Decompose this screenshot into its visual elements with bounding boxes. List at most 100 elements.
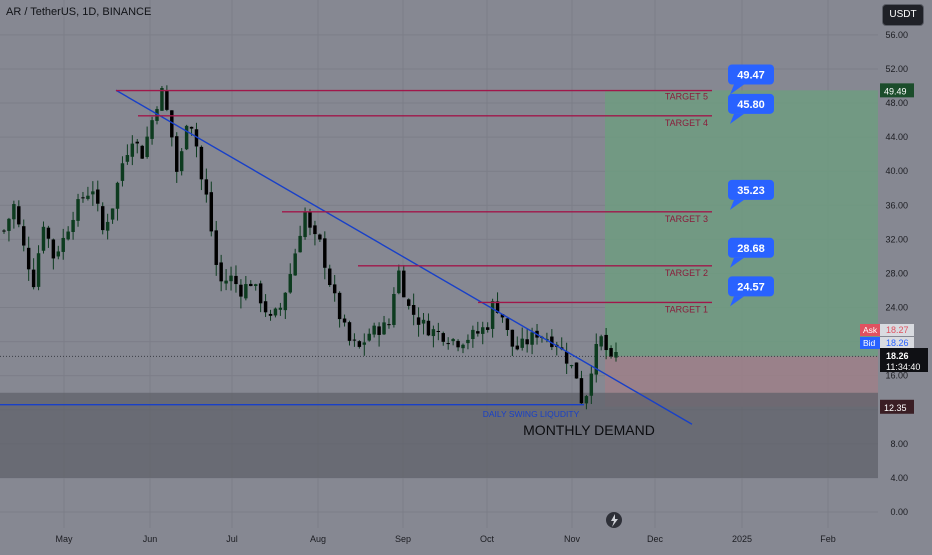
candle-body [253,284,258,286]
candle-body [234,275,238,285]
price-tick-label: 16.00 [885,371,908,381]
candle-body [446,343,450,345]
candle-body [431,329,436,337]
candle-body [283,292,288,311]
last-price-bg [880,348,928,372]
candle-body [594,343,598,375]
candle-body [268,313,273,316]
candle-body [125,155,130,162]
candle-body [22,226,26,246]
candle-body [604,334,608,351]
drawings[interactable] [0,89,712,425]
candle-body [421,319,426,324]
candle-body [273,308,278,316]
candle-body [342,318,347,323]
candle-body [441,333,445,342]
candle-body [347,322,352,341]
target-callout [728,276,774,297]
time-tick-label: Nov [564,534,581,544]
demand-zone [0,392,878,478]
candle-body [337,292,342,320]
candle-body [466,339,470,344]
candle-body [293,253,297,276]
price-tick-label: 0.00 [890,507,908,517]
time-axis[interactable]: May Jun Jul Aug Sep Oct Nov Dec 2025 Feb [55,512,836,544]
candle-body [515,345,520,350]
target-callout [728,64,774,85]
candle-body [308,211,312,228]
target-callout [728,179,774,200]
candle-body [17,206,21,225]
price-tick-label: 8.00 [890,439,908,449]
candle-body [263,301,268,313]
annotations: TARGET 5 49.47 TARGET 4 45.80 TARGET 3 35.23 T… [483,64,774,438]
candle-body [352,339,357,341]
candle-body [490,301,495,329]
candle-body [224,280,228,284]
time-tick-label: Aug [310,534,326,544]
candle-body [569,365,574,367]
symbol-title[interactable]: AR / TetherUS, 1D, BINANCE [6,6,152,18]
candle-body [505,318,510,331]
candle-body [530,332,534,345]
candle-body [130,143,135,157]
currency-button[interactable]: USDT [882,4,924,26]
candle-body [184,125,189,150]
price-axis[interactable]: 0.004.008.0012.0016.0020.0024.0028.0032.… [860,30,928,517]
candle-body [76,199,80,221]
countdown: 11:34:40 [886,362,920,372]
time-tick-label: Feb [820,534,836,544]
time-tick-label: Sep [395,534,411,544]
candle-body [397,270,401,294]
target-callout-pointer [730,113,744,124]
lightning-glyph [611,514,618,527]
time-tick-label: May [55,534,73,544]
candle-body [436,330,441,332]
target-callout-pointer [730,296,744,307]
profit-zone [605,90,878,357]
candle-body [7,218,11,231]
target-callout [728,93,774,114]
bid-value-bg [880,337,914,349]
candle-body [411,305,416,315]
candle-body [71,219,75,232]
candle-body [298,235,302,253]
candle-body [392,293,396,325]
candle-body [550,336,554,348]
candle-body [579,378,584,404]
candle-body [175,136,179,172]
candle-body [416,317,421,325]
price-tick-label: 36.00 [885,200,908,210]
price-tick-label: 52.00 [885,64,908,74]
candle-body [589,373,594,396]
candle-body [485,327,490,330]
candle-body [12,204,16,220]
candle-body [362,342,367,345]
price-tick-label: 40.00 [885,166,908,176]
target-callout-pointer [730,257,744,268]
candle-body [2,230,6,232]
candle-body [318,234,322,240]
candle-body [36,253,41,287]
candles [2,85,618,410]
candle-body [244,284,248,299]
candle-body [471,329,475,340]
price-tick-label: 28.00 [885,268,908,278]
candle-body [461,344,465,349]
candle-body [584,396,589,404]
candle-body [456,340,460,348]
last-price: 18.26 [886,351,909,361]
price-tick-label: 4.00 [890,473,908,483]
candle-body [313,225,317,235]
stop-price-tag: 12.35 [884,403,907,413]
candle-body [288,274,292,293]
tp-price-tag: 49.49 [884,86,907,96]
candle-body [86,195,90,199]
trendline[interactable] [115,89,693,425]
candle-body [26,247,31,270]
candle-body [91,191,95,195]
candle-body [56,251,61,257]
candle-body [155,108,159,121]
